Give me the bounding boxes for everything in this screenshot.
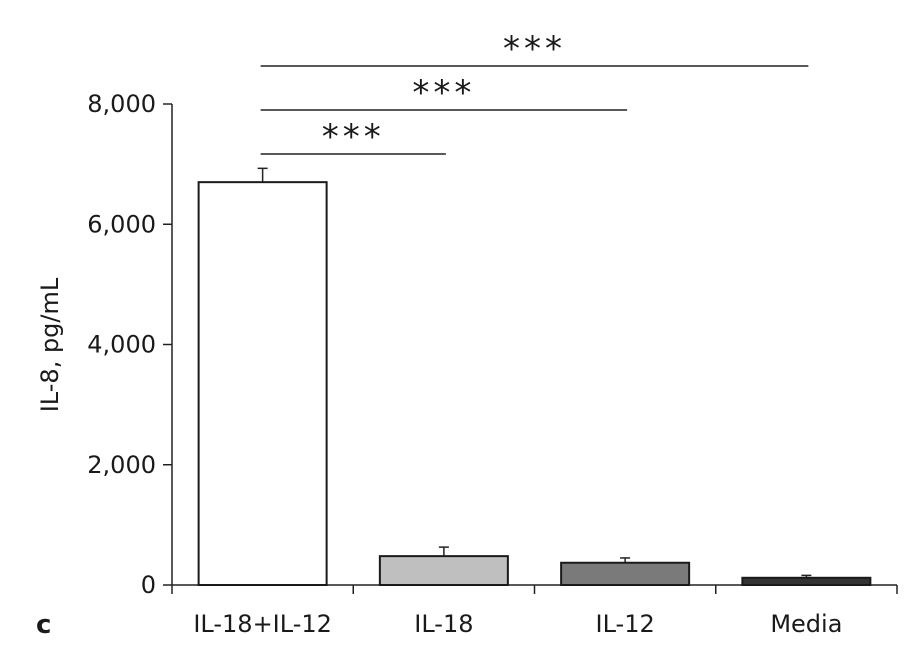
bar [560, 561, 691, 586]
x-tick-label: IL-12 [596, 610, 655, 638]
bar [197, 181, 328, 586]
x-tick-label: Media [770, 610, 842, 638]
x-tick-label: IL-18 [414, 610, 473, 638]
y-tick-label: 2,000 [87, 451, 156, 479]
y-tick-label: 0 [141, 571, 156, 599]
significance-brackets: *** *** *** [260, 29, 809, 157]
significance-label: *** [503, 29, 566, 69]
x-tick-label: IL-18+IL-12 [193, 610, 332, 638]
panel-label: c [36, 610, 51, 640]
significance-label: *** [412, 73, 475, 113]
y-tick-label: 6,000 [87, 210, 156, 238]
bars: IL-18+IL-12 IL-18 IL-12 Media [193, 167, 872, 638]
y-tick-label: 8,000 [87, 90, 156, 118]
y-axis-title: IL-8, pg/mL [36, 277, 64, 412]
bar [378, 555, 509, 587]
significance-label: *** [322, 117, 385, 157]
bar [741, 576, 872, 586]
y-tick-label: 4,000 [87, 331, 156, 359]
